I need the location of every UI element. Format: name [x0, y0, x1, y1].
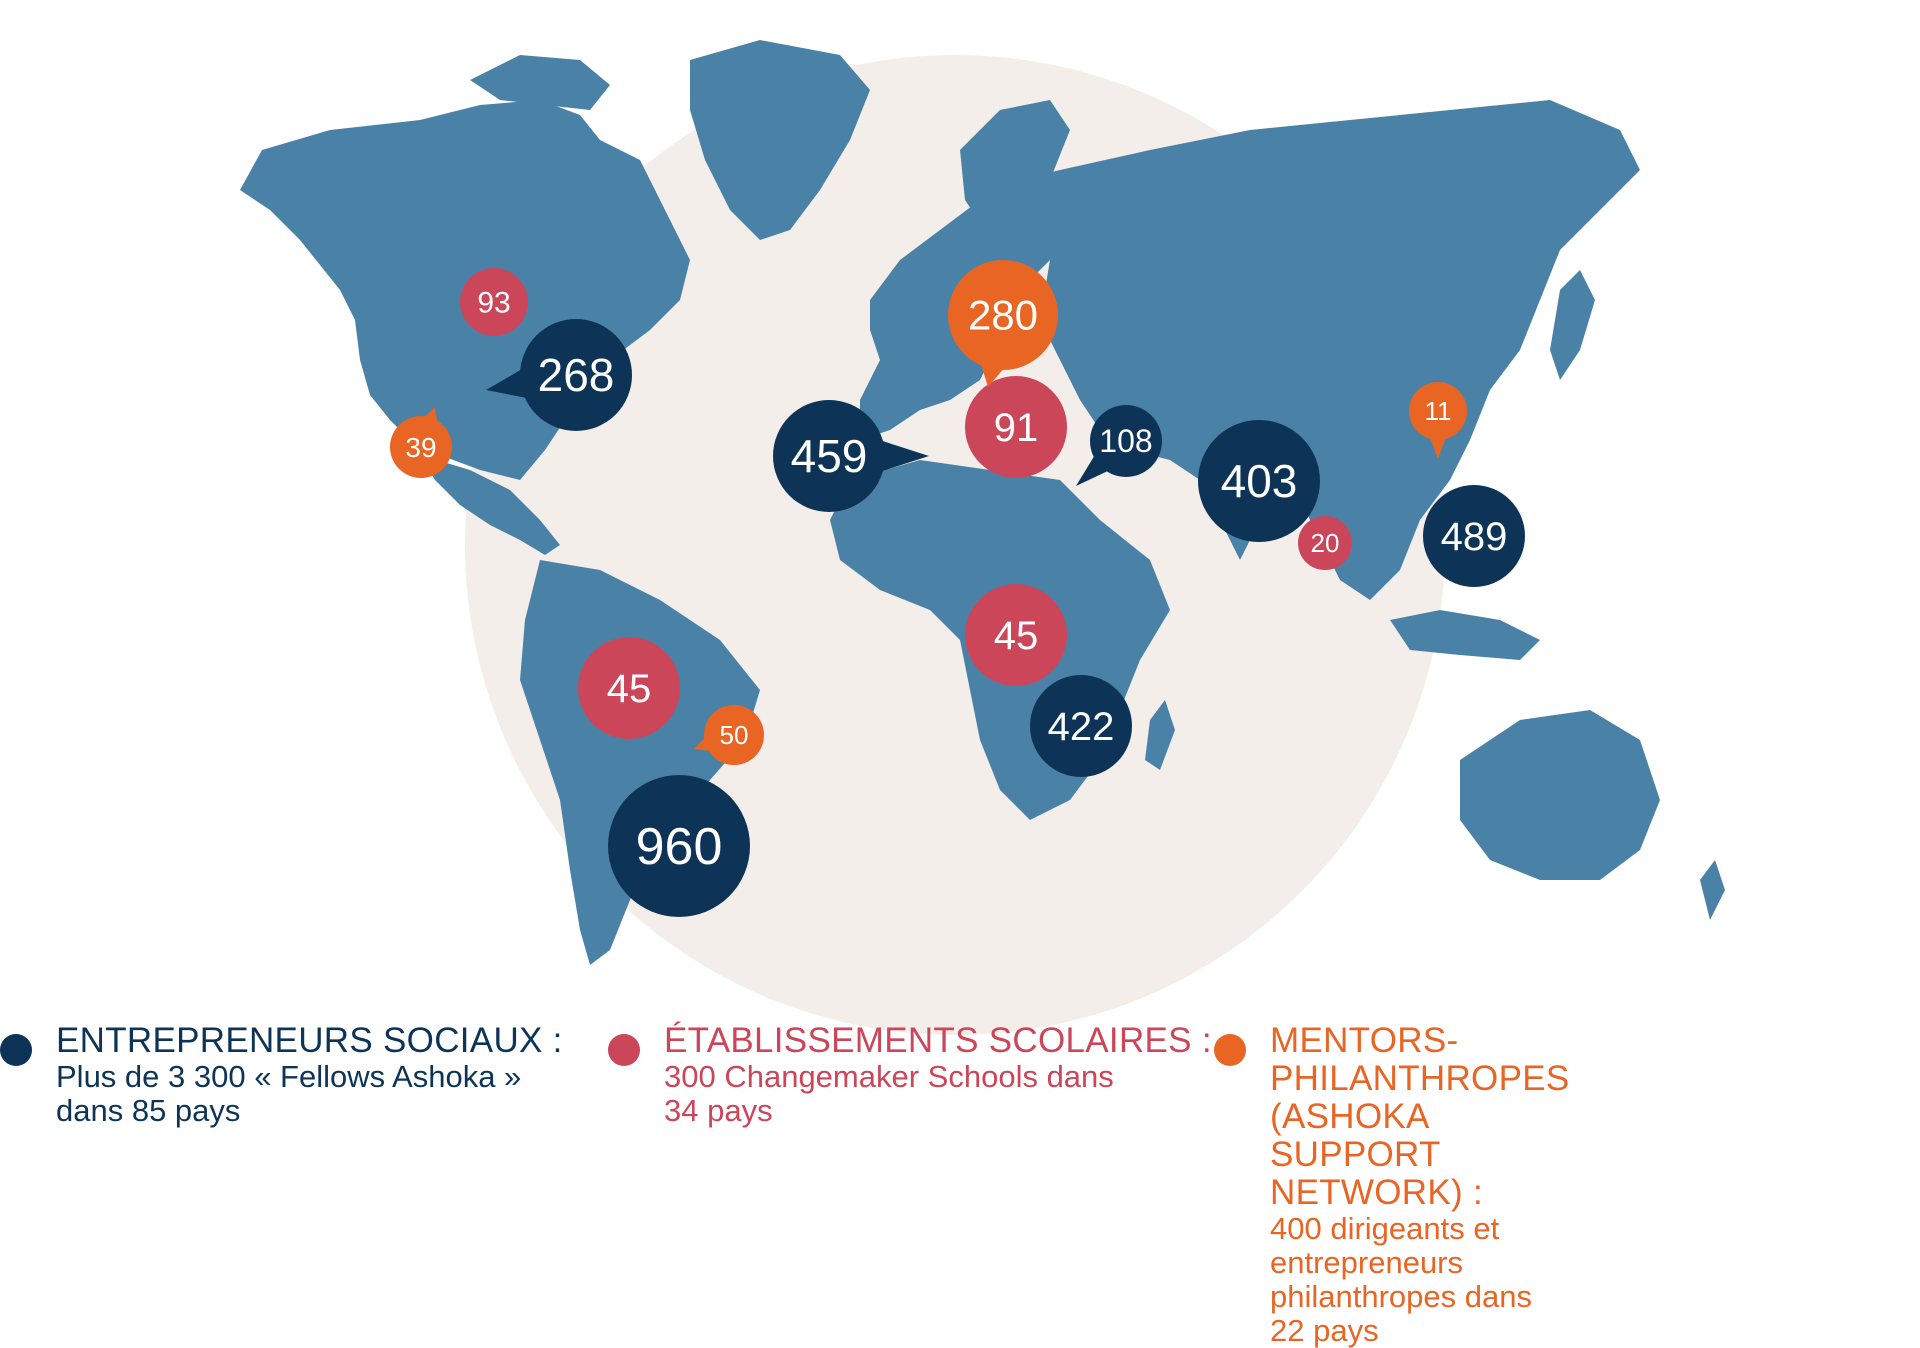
marker-circle: [948, 260, 1058, 370]
entrepreneurs-marker: 960: [608, 775, 750, 917]
legend-description: 400 dirigeants et entrepreneurs philanth…: [1270, 1211, 1532, 1348]
marker-value: 45: [607, 667, 652, 711]
legend-text: MENTORS-PHILANTHROPES (ASHOKA SUPPORT NE…: [1270, 1022, 1570, 1348]
marker-circle: [1198, 420, 1320, 542]
legend-description: Plus de 3 300 « Fellows Ashoka » dans 85…: [56, 1059, 522, 1128]
marker-value: 39: [405, 432, 436, 463]
marker-circle: [460, 268, 528, 336]
marker-circle: [1298, 516, 1352, 570]
schools-marker: 20: [1298, 516, 1352, 570]
scandinavia: [960, 100, 1070, 230]
mentors-marker: 11: [1409, 382, 1467, 459]
entrepreneurs-marker: 268: [486, 319, 632, 431]
legend-description: 300 Changemaker Schools dans 34 pays: [664, 1059, 1114, 1128]
british-isles: [880, 280, 915, 345]
legend-dot-red-icon: [608, 1034, 640, 1066]
marker-circle: [965, 584, 1067, 686]
marker-value: 960: [636, 818, 723, 876]
marker-value: 91: [994, 406, 1039, 450]
greenland: [690, 40, 870, 240]
legend-text: ÉTABLISSEMENTS SCOLAIRES : 300 Changemak…: [664, 1022, 1212, 1128]
marker-value: 50: [720, 720, 749, 750]
marker-value: 268: [538, 349, 615, 401]
marker-value: 108: [1099, 423, 1152, 459]
asia: [1040, 100, 1640, 600]
legend-title: ÉTABLISSEMENTS SCOLAIRES :: [664, 1021, 1212, 1060]
entrepreneurs-marker: 422: [1030, 675, 1132, 777]
world-map: 268 459 108 403 489 422 960 93 91 20 45 45 39 280 11 50: [240, 40, 1725, 1035]
entrepreneurs-marker: 459: [773, 400, 929, 512]
entrepreneurs-marker: 403: [1198, 420, 1320, 542]
marker-circle: [608, 775, 750, 917]
marker-circle: [1423, 485, 1525, 587]
marker-value: 459: [791, 430, 868, 482]
marker-value: 11: [1425, 396, 1452, 426]
marker-circle: [390, 416, 452, 478]
marker-value: 45: [994, 614, 1039, 658]
marker-circle: [520, 319, 632, 431]
madagascar: [1145, 700, 1175, 770]
marker-value: 93: [477, 287, 510, 320]
marker-value: 489: [1441, 515, 1508, 559]
schools-marker: 93: [460, 268, 528, 336]
japan: [1550, 270, 1595, 380]
markers-layer: 268 459 108 403 489 422 960 93 91 20 45 45 39 280 11 50: [390, 260, 1525, 917]
legend-title: MENTORS-PHILANTHROPES (ASHOKA SUPPORT NE…: [1270, 1021, 1570, 1212]
marker-circle: [1090, 405, 1162, 477]
legend-text: ENTREPRENEURS SOCIAUX : Plus de 3 300 « …: [56, 1022, 563, 1128]
marker-circle: [704, 705, 764, 765]
entrepreneurs-marker: 108: [1076, 405, 1162, 486]
marker-circle: [578, 637, 680, 739]
marker-value: 422: [1048, 705, 1115, 749]
marker-value: 280: [968, 292, 1038, 339]
mentors-marker: 280: [948, 260, 1058, 387]
south-america: [520, 560, 760, 965]
marker-circle: [1409, 382, 1467, 440]
legend-dot-orange-icon: [1214, 1034, 1246, 1066]
mentors-marker: 50: [694, 705, 764, 765]
marker-circle: [965, 376, 1067, 478]
marker-value: 403: [1221, 455, 1298, 507]
schools-marker: 91: [965, 376, 1067, 478]
legend-dot-navy-icon: [0, 1034, 32, 1066]
new-zealand: [1700, 860, 1725, 920]
schools-marker: 45: [578, 637, 680, 739]
australia: [1460, 710, 1660, 880]
marker-value: 20: [1311, 528, 1340, 558]
mentors-marker: 39: [390, 407, 452, 478]
marker-circle: [773, 400, 885, 512]
entrepreneurs-marker: 489: [1423, 485, 1525, 587]
legend-title: ENTREPRENEURS SOCIAUX :: [56, 1021, 563, 1060]
arctic-islands: [470, 55, 610, 110]
southeast-asia-islands: [1390, 610, 1540, 660]
schools-marker: 45: [965, 584, 1067, 686]
marker-circle: [1030, 675, 1132, 777]
central-america: [420, 455, 560, 555]
